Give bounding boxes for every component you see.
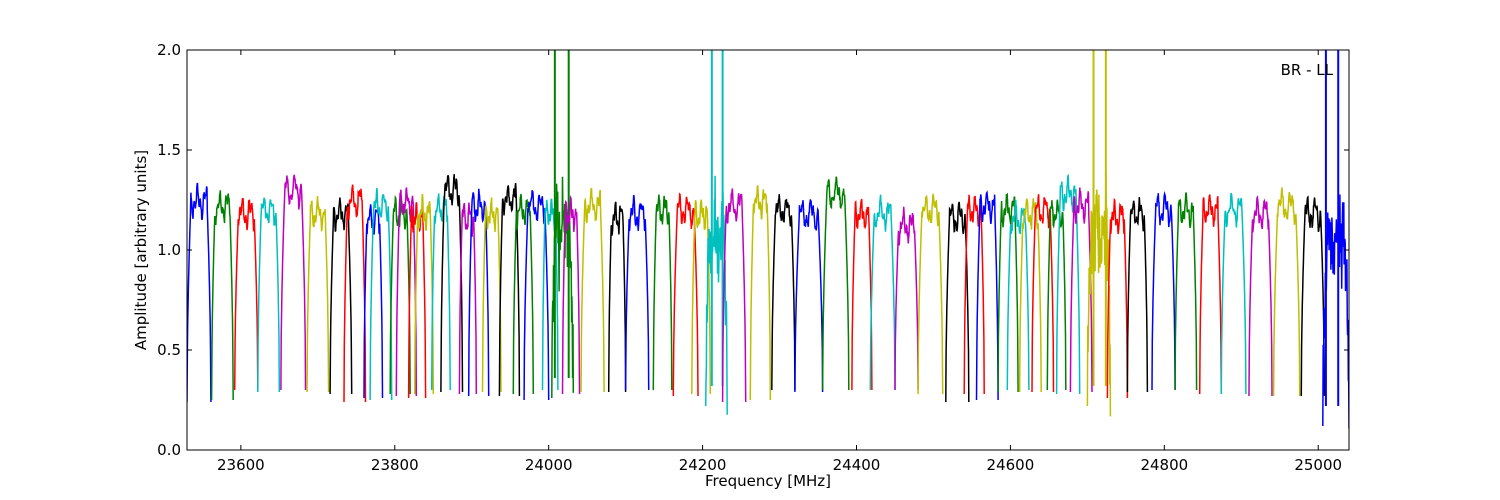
x-tick-label: 24000: [525, 456, 573, 474]
series-line: [343, 184, 367, 403]
y-tick-label: 1.0: [157, 241, 181, 259]
series-line: [1174, 192, 1198, 391]
series-line: [1220, 192, 1247, 395]
series-line: [894, 206, 919, 391]
series-line: [1069, 187, 1093, 393]
series-line: [210, 190, 234, 401]
series-line: [498, 183, 521, 397]
y-axis-label: Amplitude [arbitrary units]: [132, 150, 150, 350]
series-line: [458, 202, 478, 395]
x-tick-label: 23600: [217, 456, 265, 474]
series-line: [580, 187, 605, 393]
series-line: [1126, 197, 1149, 393]
series-line: [1006, 199, 1030, 391]
series-line: [1046, 199, 1067, 391]
series-line: [1018, 198, 1042, 393]
series-line: [963, 194, 985, 395]
series-line: [414, 193, 435, 395]
series-line: [945, 201, 970, 403]
series-line: [395, 187, 418, 397]
series-line: [280, 174, 307, 391]
series-line: [749, 185, 772, 401]
series-line: [369, 188, 393, 401]
series-line: [430, 193, 451, 391]
x-tick-label: 25000: [1294, 456, 1342, 474]
series-line: [1248, 195, 1273, 397]
baseline-annotation: BR - LL: [1281, 61, 1334, 79]
series-line: [1272, 187, 1301, 397]
series-line: [869, 194, 896, 391]
series-line: [329, 197, 353, 395]
x-tick-label: 23800: [371, 456, 419, 474]
series-line: [917, 193, 944, 395]
series-line: [821, 176, 850, 391]
series-line: [794, 199, 824, 393]
y-axis: 0.0 0.5 1.0 1.5 2.0: [157, 41, 1349, 459]
series-line: [1322, 194, 1349, 429]
series-line: [691, 199, 712, 395]
y-tick-label: 0.5: [157, 341, 181, 359]
series-line: [481, 197, 502, 393]
x-tick-label: 24400: [833, 456, 881, 474]
series-line: [187, 182, 212, 403]
series-line: [306, 195, 330, 393]
series-line: [440, 174, 464, 393]
series-line: [1055, 173, 1081, 395]
series-line: [975, 190, 999, 401]
series-line: [624, 194, 650, 391]
series-line: [1151, 190, 1176, 391]
x-tick-label: 24600: [987, 456, 1035, 474]
y-tick-label: 0.0: [157, 441, 181, 459]
series-line: [233, 198, 259, 391]
series-line: [389, 194, 411, 395]
series-line: [257, 197, 281, 393]
series-line: [1300, 195, 1326, 397]
series-line: [704, 175, 728, 415]
series-line: [672, 192, 699, 397]
series-line: [851, 198, 873, 391]
series-line: [561, 194, 581, 395]
series-line: [607, 201, 627, 393]
series-layer: [187, 50, 1349, 429]
series-line: [721, 188, 747, 403]
x-axis: 23600 23800 24000 24200 24400 24600 24800 25000: [217, 50, 1342, 474]
series-line: [1106, 197, 1129, 399]
series-line: [1198, 194, 1223, 395]
x-tick-label: 24800: [1140, 456, 1188, 474]
series-line: [771, 194, 796, 391]
y-tick-label: 2.0: [157, 41, 181, 59]
series-line: [512, 193, 535, 395]
x-axis-label: Frequency [MHz]: [705, 472, 831, 490]
series-line: [652, 194, 673, 391]
y-tick-label: 1.5: [157, 141, 181, 159]
x-tick-label: 24200: [679, 456, 727, 474]
